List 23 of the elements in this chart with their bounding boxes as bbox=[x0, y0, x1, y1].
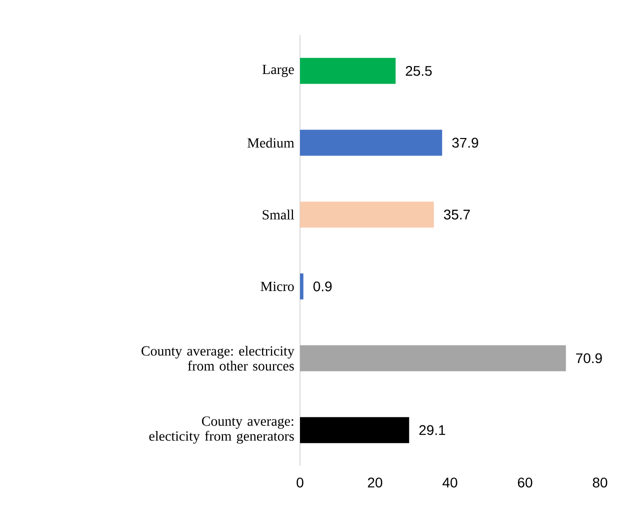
y-tick-label: Micro bbox=[260, 282, 294, 292]
data-label: 70.9 bbox=[576, 353, 602, 364]
y-tick-label: County average: electricity from other sources bbox=[142, 346, 294, 371]
bar bbox=[300, 345, 566, 372]
x-tick-label: 40 bbox=[442, 478, 458, 488]
x-tick-label: 80 bbox=[592, 478, 608, 488]
data-label: 35.7 bbox=[444, 210, 470, 220]
bar bbox=[300, 273, 304, 300]
data-label: 0.9 bbox=[313, 281, 332, 292]
y-tick-label: Large bbox=[262, 64, 294, 77]
x-tick-label: 0 bbox=[296, 478, 304, 488]
bar bbox=[300, 130, 442, 156]
y-tick-label: Small bbox=[262, 210, 294, 220]
bar bbox=[300, 202, 434, 228]
bar bbox=[300, 58, 396, 84]
x-tick-label: 20 bbox=[368, 478, 382, 488]
data-label: 37.9 bbox=[452, 138, 478, 148]
bar bbox=[300, 417, 410, 444]
x-tick-label: 60 bbox=[518, 478, 532, 488]
data-label: 25.5 bbox=[406, 66, 432, 76]
data-label: 29.1 bbox=[419, 425, 446, 436]
y-tick-label: Medium bbox=[248, 138, 294, 148]
y-tick-label: County average: electicity from generators bbox=[149, 416, 294, 444]
